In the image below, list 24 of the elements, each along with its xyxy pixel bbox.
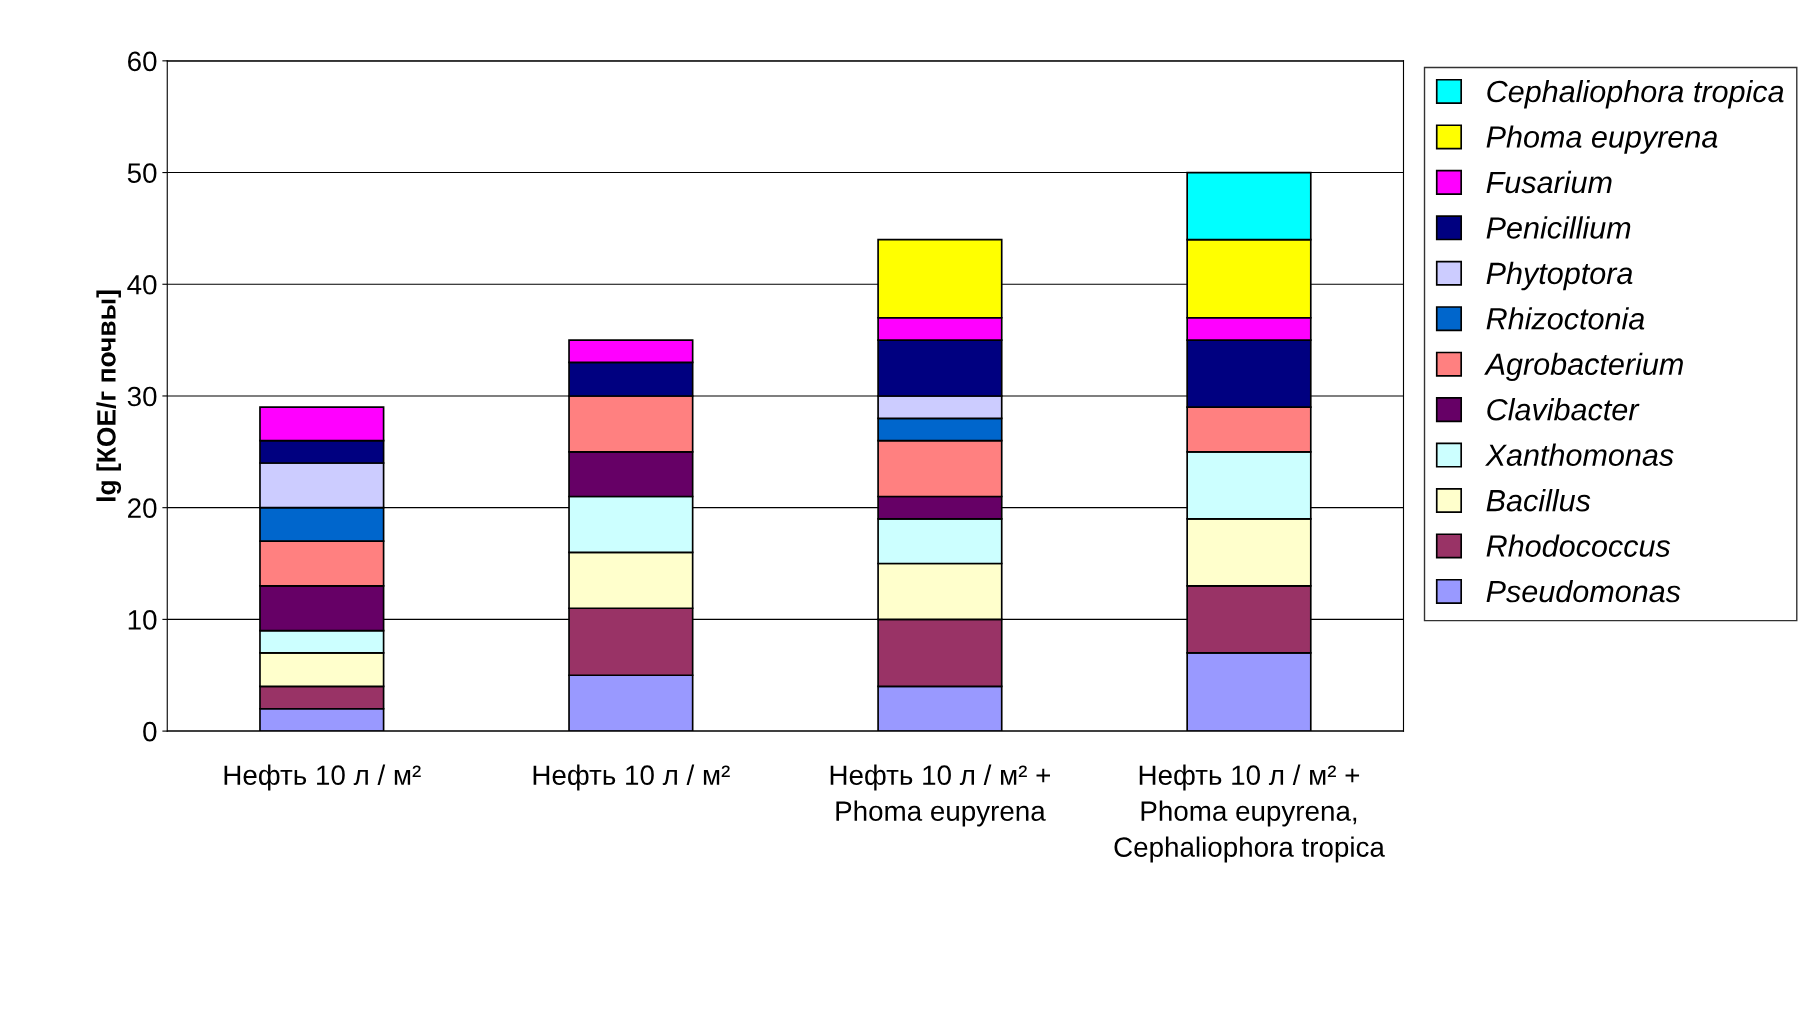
y-tick-label: 20: [128, 498, 157, 519]
legend-label: Penicillium: [1486, 216, 1631, 239]
legend-label: Rhizoctonia: [1486, 307, 1645, 330]
x-tick-label: Нефть 10 л / м²: [533, 764, 730, 791]
y-tick-label: 40: [127, 274, 157, 295]
y-tick-label: 0: [143, 721, 157, 742]
legend-label: Clavibacter: [1487, 398, 1640, 421]
legend-label: Agrobacterium: [1484, 352, 1683, 382]
legend-label: Rhodococcus: [1486, 534, 1671, 557]
y-tick-label: 60: [128, 51, 157, 72]
legend-label: Phoma eupyrena: [1486, 125, 1718, 154]
legend-label: Phytoptora: [1486, 261, 1633, 291]
x-tick-label: Нефть 10 л / м² + Phoma eupyrena, Cephaliophora tropica: [1114, 764, 1385, 863]
y-tick-label: 50: [127, 163, 157, 183]
x-tick-label: Нефть 10 л / м² + Phoma eupyrena: [830, 764, 1050, 827]
legend-label: Fusarium: [1486, 170, 1612, 194]
y-tick-label: 30: [127, 386, 157, 407]
legend-label: Xanthomonas: [1485, 443, 1674, 466]
legend-label: Cephaliophora tropica: [1487, 79, 1784, 109]
legend-label: Bacillus: [1486, 488, 1591, 512]
y-tick-label: 10: [128, 610, 157, 630]
legend-label: Pseudomonas: [1486, 579, 1681, 603]
x-tick-label: Нефть 10 л / м²: [224, 764, 421, 791]
y-axis-title: lg [КОЕ/г почвы]: [96, 290, 122, 501]
